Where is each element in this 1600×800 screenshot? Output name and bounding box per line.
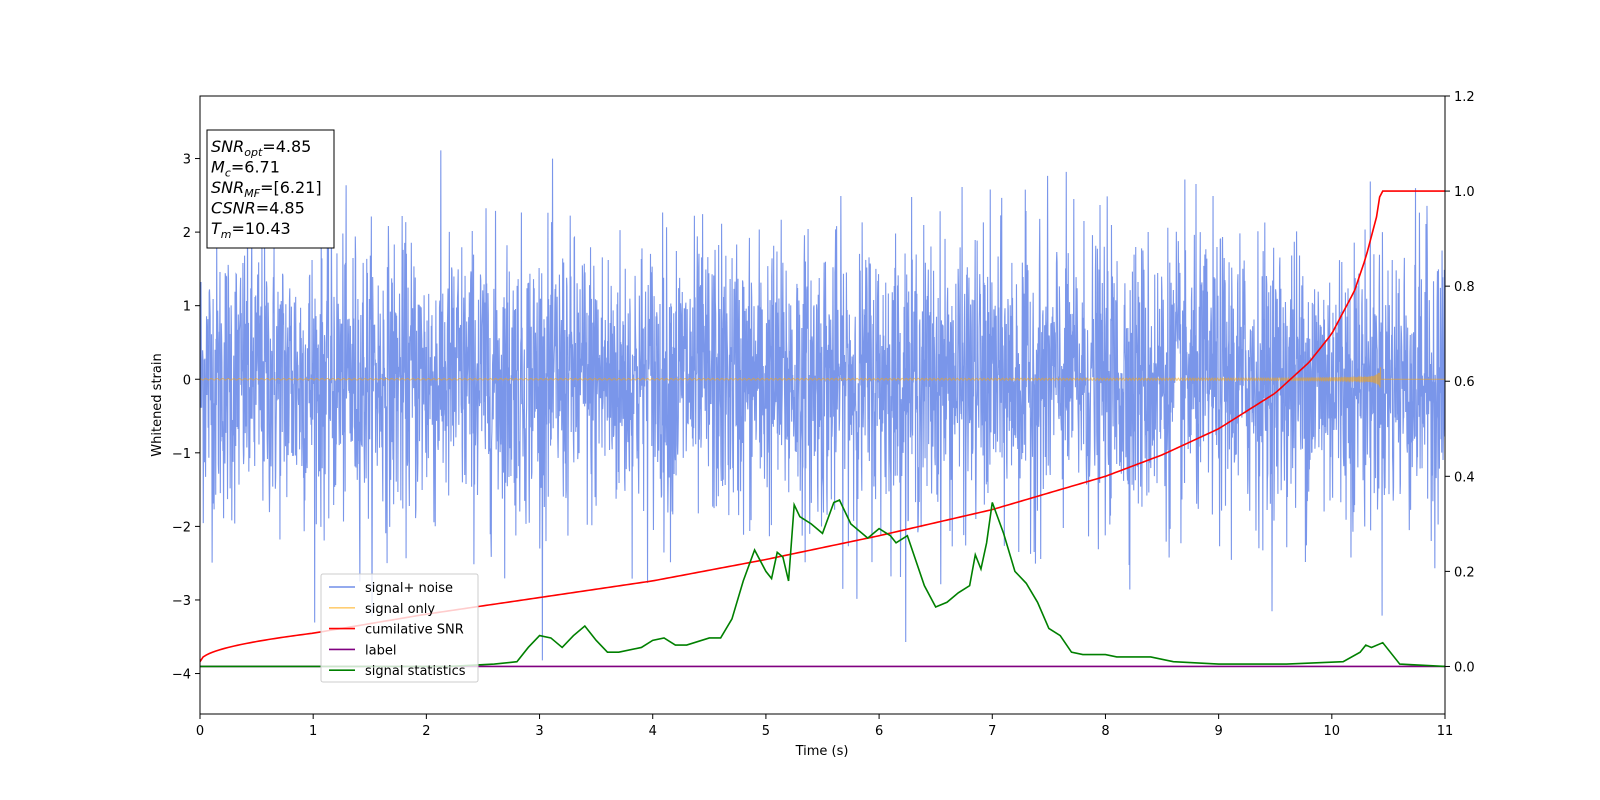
x-tick-label: 1	[309, 724, 317, 739]
y-axis-ticks: −4 −3 −2 −1 0 1 2 3	[172, 153, 200, 683]
y-tick-label: 0	[183, 373, 191, 388]
y2-tick-label: 0.8	[1454, 280, 1475, 295]
x-tick-label: 2	[422, 724, 430, 739]
annotation-line: SNRopt=4.85	[211, 137, 311, 159]
annotation-box: SNRopt=4.85Mc=6.71SNRMF=[6.21]CSNR=4.85T…	[206, 129, 335, 249]
x-tick-label: 9	[1214, 724, 1222, 739]
y-tick-label: 3	[183, 153, 191, 168]
y-tick-label: −2	[172, 520, 191, 535]
series-signal-noise	[200, 150, 1445, 661]
legend-entry: signal only	[365, 602, 435, 617]
y2-tick-label: 0.6	[1454, 375, 1475, 390]
y-tick-label: −3	[172, 594, 191, 609]
x-tick-label: 0	[196, 724, 204, 739]
x-tick-label: 3	[535, 724, 543, 739]
y-tick-label: −1	[172, 447, 191, 462]
x-tick-label: 10	[1324, 724, 1341, 739]
x-tick-label: 4	[649, 724, 657, 739]
annotation-line: Tm=10.43	[211, 219, 291, 241]
y2-tick-label: 0.0	[1454, 660, 1475, 675]
legend-entry: signal statistics	[365, 664, 466, 679]
y-tick-label: 2	[183, 226, 191, 241]
annotation-line: CSNR=4.85	[211, 199, 305, 218]
plot-frame	[199, 95, 1446, 715]
legend-entry: cumilative SNR	[365, 623, 464, 638]
x-tick-label: 5	[762, 724, 770, 739]
y-tick-label: 1	[183, 300, 191, 315]
series-signal-statistics	[200, 499, 1445, 668]
legend-entry: label	[365, 643, 396, 658]
x-tick-label: 7	[988, 724, 996, 739]
x-tick-label: 8	[1101, 724, 1109, 739]
legend: signal+ noise signal only cumilative SNR la…	[320, 573, 479, 683]
x-axis-label: Time (s)	[795, 744, 849, 759]
x-tick-label: 11	[1437, 724, 1454, 739]
y2-tick-label: 1.0	[1454, 185, 1475, 200]
y2-tick-label: 1.2	[1454, 90, 1475, 105]
series-signal-only	[200, 367, 1445, 388]
x-tick-label: 6	[875, 724, 883, 739]
y-tick-label: −4	[172, 668, 191, 683]
annotation-line: SNRMF=[6.21]	[211, 178, 322, 200]
x-axis-ticks: 0 1 2 3 4 5 6 7 8 9 10 11	[196, 714, 1453, 739]
legend-entry: signal+ noise	[365, 581, 453, 596]
annotation-line: Mc=6.71	[211, 158, 280, 180]
y-axis-label: Whitened strain	[150, 353, 165, 456]
y2-axis-ticks: 0.0 0.2 0.4 0.6 0.8 1.0 1.2	[1445, 90, 1475, 675]
y2-tick-label: 0.4	[1454, 470, 1475, 485]
y2-tick-label: 0.2	[1454, 565, 1475, 580]
